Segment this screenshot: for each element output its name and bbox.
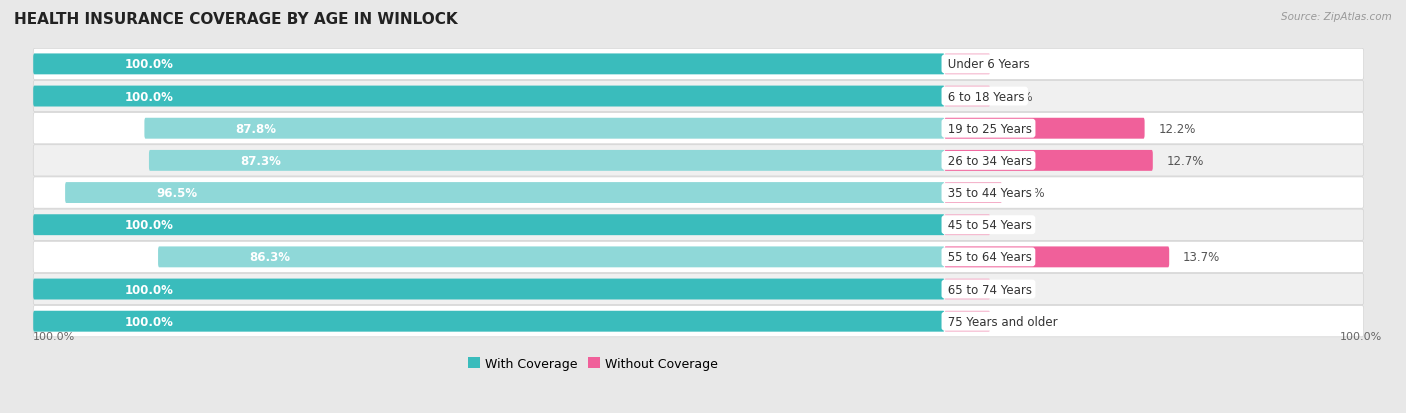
Text: 100.0%: 100.0% bbox=[1340, 332, 1382, 342]
Text: 0.0%: 0.0% bbox=[1004, 283, 1033, 296]
FancyBboxPatch shape bbox=[34, 81, 1364, 112]
Text: 13.7%: 13.7% bbox=[1182, 251, 1220, 264]
Text: 100.0%: 100.0% bbox=[124, 58, 173, 71]
FancyBboxPatch shape bbox=[945, 86, 990, 107]
Text: 100.0%: 100.0% bbox=[124, 218, 173, 232]
Text: 12.7%: 12.7% bbox=[1167, 154, 1204, 168]
FancyBboxPatch shape bbox=[34, 242, 1364, 273]
FancyBboxPatch shape bbox=[34, 145, 1364, 176]
Text: 3.5%: 3.5% bbox=[1015, 187, 1045, 199]
Text: 12.2%: 12.2% bbox=[1159, 122, 1195, 135]
Text: 100.0%: 100.0% bbox=[124, 90, 173, 103]
FancyBboxPatch shape bbox=[945, 279, 990, 300]
Text: 6 to 18 Years: 6 to 18 Years bbox=[945, 90, 1025, 103]
Text: 19 to 25 Years: 19 to 25 Years bbox=[945, 122, 1032, 135]
Text: 75 Years and older: 75 Years and older bbox=[945, 315, 1059, 328]
FancyBboxPatch shape bbox=[34, 311, 945, 332]
FancyBboxPatch shape bbox=[34, 49, 1364, 80]
FancyBboxPatch shape bbox=[945, 183, 1002, 204]
FancyBboxPatch shape bbox=[34, 306, 1364, 337]
FancyBboxPatch shape bbox=[34, 215, 945, 235]
Text: 96.5%: 96.5% bbox=[156, 187, 197, 199]
FancyBboxPatch shape bbox=[145, 119, 945, 139]
Text: 0.0%: 0.0% bbox=[1004, 315, 1033, 328]
FancyBboxPatch shape bbox=[34, 178, 1364, 209]
Text: 35 to 44 Years: 35 to 44 Years bbox=[945, 187, 1032, 199]
FancyBboxPatch shape bbox=[945, 119, 1144, 139]
Text: 26 to 34 Years: 26 to 34 Years bbox=[945, 154, 1032, 168]
Text: 87.8%: 87.8% bbox=[236, 122, 277, 135]
FancyBboxPatch shape bbox=[34, 54, 945, 75]
FancyBboxPatch shape bbox=[34, 86, 945, 107]
FancyBboxPatch shape bbox=[34, 279, 945, 300]
Text: 55 to 64 Years: 55 to 64 Years bbox=[945, 251, 1032, 264]
Text: 86.3%: 86.3% bbox=[249, 251, 290, 264]
FancyBboxPatch shape bbox=[34, 113, 1364, 145]
Text: 45 to 54 Years: 45 to 54 Years bbox=[945, 218, 1032, 232]
Legend: With Coverage, Without Coverage: With Coverage, Without Coverage bbox=[463, 352, 723, 375]
Text: 0.0%: 0.0% bbox=[1004, 218, 1033, 232]
FancyBboxPatch shape bbox=[149, 151, 945, 171]
FancyBboxPatch shape bbox=[34, 210, 1364, 241]
FancyBboxPatch shape bbox=[34, 274, 1364, 305]
Text: Source: ZipAtlas.com: Source: ZipAtlas.com bbox=[1281, 12, 1392, 22]
FancyBboxPatch shape bbox=[945, 54, 990, 75]
Text: 0.0%: 0.0% bbox=[1004, 58, 1033, 71]
FancyBboxPatch shape bbox=[945, 311, 990, 332]
FancyBboxPatch shape bbox=[945, 215, 990, 235]
Text: 0.0%: 0.0% bbox=[1004, 90, 1033, 103]
Text: 65 to 74 Years: 65 to 74 Years bbox=[945, 283, 1032, 296]
FancyBboxPatch shape bbox=[65, 183, 945, 204]
Text: 87.3%: 87.3% bbox=[240, 154, 281, 168]
Text: 100.0%: 100.0% bbox=[124, 315, 173, 328]
Text: Under 6 Years: Under 6 Years bbox=[945, 58, 1031, 71]
FancyBboxPatch shape bbox=[945, 151, 1153, 171]
Text: HEALTH INSURANCE COVERAGE BY AGE IN WINLOCK: HEALTH INSURANCE COVERAGE BY AGE IN WINL… bbox=[14, 12, 458, 27]
Text: 100.0%: 100.0% bbox=[124, 283, 173, 296]
FancyBboxPatch shape bbox=[157, 247, 945, 268]
FancyBboxPatch shape bbox=[945, 247, 1170, 268]
Text: 100.0%: 100.0% bbox=[34, 332, 76, 342]
